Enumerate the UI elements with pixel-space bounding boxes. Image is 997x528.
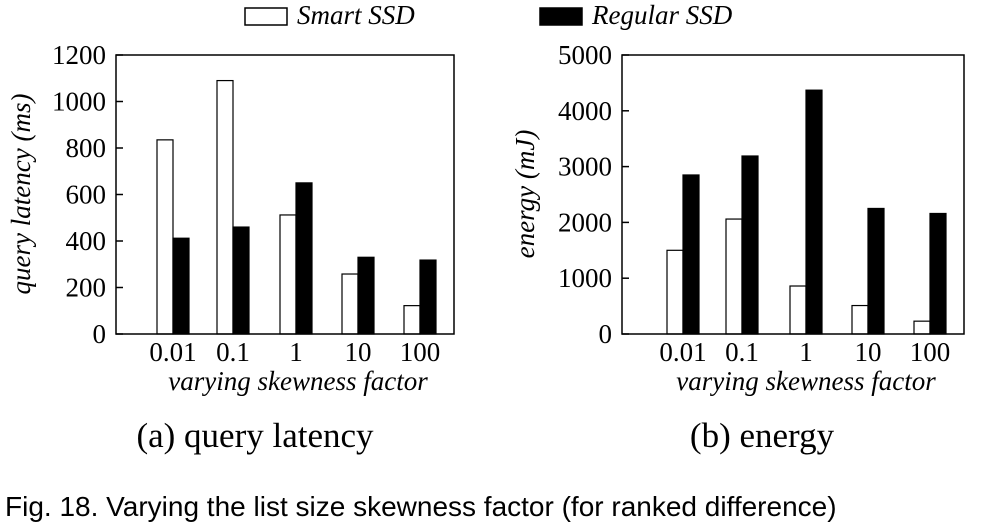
chart-a-x-axis-label: varying skewness factor — [168, 366, 428, 396]
legend: Smart SSD Regular SSD — [244, 0, 733, 30]
chart-a-bar-smart-ssd-3 — [341, 273, 359, 335]
chart-a-y-axis-label: query latency (ms) — [6, 94, 36, 295]
chart-b-yticks: 0 1000 2000 3000 4000 5000 — [558, 40, 629, 349]
chart-a-ytick-label: 600 — [66, 180, 107, 210]
chart-a-bar-smart-ssd-2 — [279, 214, 297, 335]
chart-b-bar-smart-ssd-4 — [913, 320, 931, 335]
chart-b-ytick-label: 5000 — [558, 40, 612, 70]
chart-b-x-axis-label: varying skewness factor — [676, 366, 936, 396]
chart-b-bar-regular-ssd-1 — [741, 155, 759, 335]
chart-b-ytick-label: 3000 — [558, 152, 612, 182]
chart-b-bars — [666, 89, 947, 335]
chart-a-ytick-label: 1200 — [52, 40, 106, 70]
chart-b-xticks: 0.01 0.1 1 10 100 — [659, 337, 950, 367]
chart-a-bars — [156, 79, 437, 335]
chart-a-bar-smart-ssd-0 — [156, 139, 174, 335]
chart-b-xtick-label: 0.1 — [725, 337, 759, 367]
chart-b-xtick-label: 100 — [910, 337, 951, 367]
chart-b-bar-smart-ssd-1 — [725, 218, 743, 335]
figure-caption: Fig. 18. Varying the list size skewness … — [5, 491, 837, 522]
chart-b-ytick-label: 4000 — [558, 96, 612, 126]
chart-a: 0 200 400 600 800 1000 1200 0.01 0.1 1 10 100 quer… — [6, 40, 455, 455]
legend-label-regular-ssd: Regular SSD — [591, 0, 733, 30]
chart-b-plot-frame — [621, 54, 965, 335]
legend-swatch-regular-ssd — [539, 7, 583, 26]
chart-b-bar-smart-ssd-3 — [851, 304, 869, 335]
chart-b-xtick-label: 0.01 — [659, 337, 706, 367]
legend-label-smart-ssd: Smart SSD — [297, 0, 415, 30]
chart-b-xtick-label: 10 — [855, 337, 882, 367]
chart-a-ytick-label: 1000 — [52, 87, 106, 117]
chart-b-ytick-label: 0 — [599, 319, 613, 349]
chart-b-bar-regular-ssd-4 — [929, 212, 947, 335]
chart-a-xtick-label: 1 — [289, 337, 303, 367]
chart-a-ytick-label: 0 — [93, 319, 107, 349]
chart-a-bar-regular-ssd-2 — [295, 182, 313, 335]
chart-a-bar-regular-ssd-3 — [357, 256, 375, 335]
chart-a-bar-smart-ssd-1 — [216, 79, 234, 335]
chart-a-xtick-label: 10 — [345, 337, 372, 367]
chart-a-ytick-label: 200 — [66, 273, 107, 303]
chart-a-xtick-label: 100 — [400, 337, 441, 367]
chart-a-yticks: 0 200 400 600 800 1000 1200 — [52, 40, 123, 349]
chart-b: 0 1000 2000 3000 4000 5000 0.01 0.1 1 10 100 ener… — [510, 40, 965, 455]
chart-a-caption: (a) query latency — [136, 416, 374, 455]
chart-b-ytick-label: 1000 — [558, 263, 612, 293]
chart-b-ytick-label: 2000 — [558, 207, 612, 237]
chart-a-plot-frame — [115, 54, 455, 335]
chart-b-bar-regular-ssd-3 — [867, 207, 885, 335]
chart-b-bar-regular-ssd-0 — [682, 174, 700, 335]
chart-a-xtick-label: 0.01 — [149, 337, 196, 367]
chart-a-ytick-label: 400 — [66, 226, 107, 256]
chart-b-bar-regular-ssd-2 — [805, 89, 823, 335]
chart-a-bar-smart-ssd-4 — [403, 305, 421, 335]
chart-a-xticks: 0.01 0.1 1 10 100 — [149, 337, 440, 367]
chart-b-caption: (b) energy — [690, 416, 835, 455]
chart-a-ytick-label: 800 — [66, 133, 107, 163]
chart-b-xtick-label: 1 — [799, 337, 813, 367]
chart-a-bar-regular-ssd-4 — [419, 259, 437, 335]
chart-b-y-axis-label: energy (mJ) — [510, 130, 540, 259]
chart-b-bar-smart-ssd-2 — [789, 285, 807, 335]
chart-a-bar-regular-ssd-0 — [172, 237, 190, 335]
chart-a-xtick-label: 0.1 — [216, 337, 250, 367]
legend-swatch-smart-ssd — [244, 7, 288, 26]
chart-b-bar-smart-ssd-0 — [666, 249, 684, 335]
chart-a-bar-regular-ssd-1 — [232, 226, 250, 335]
